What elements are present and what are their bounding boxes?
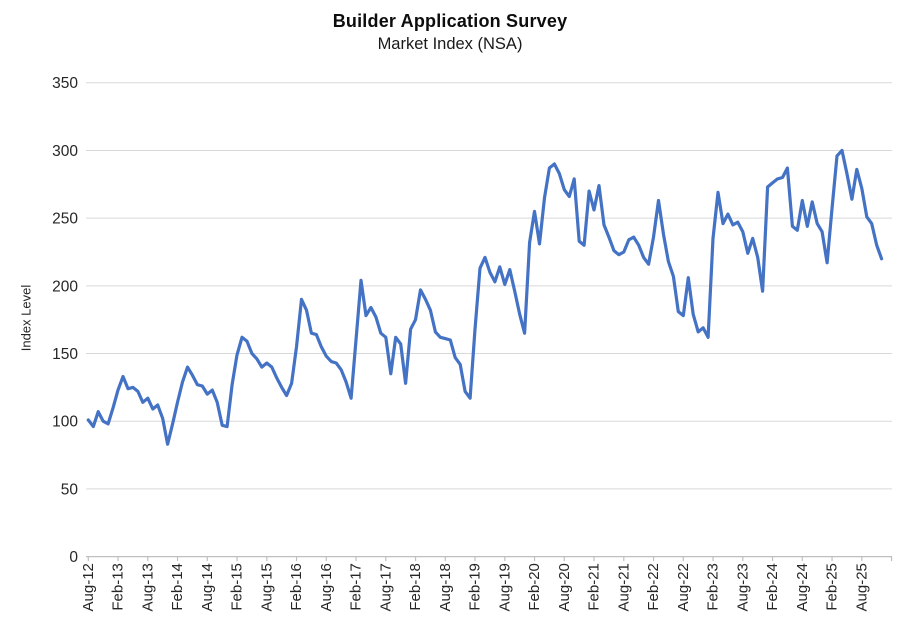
x-axis-tick-label: Aug-17 [377,563,394,611]
x-axis-tick-label: Aug-20 [556,563,573,611]
x-axis-tick-label: Feb-23 [705,563,722,611]
y-axis-tick-label: 50 [61,481,79,498]
y-axis-tick-label: 300 [52,143,78,160]
x-axis-tick-label: Aug-13 [139,563,156,611]
x-axis-tick-label: Aug-15 [258,563,275,611]
x-axis-tick-label: Feb-13 [110,563,127,611]
chart-title: Builder Application Survey [332,11,568,31]
x-axis-tick-label: Feb-22 [645,563,662,611]
y-axis-tick-label: 250 [52,211,78,228]
x-axis-tick-label: Feb-16 [288,563,305,611]
x-axis-tick-label: Aug-25 [853,563,870,611]
x-axis-tick-label: Feb-14 [169,563,186,611]
y-axis-tick-label: 350 [52,75,78,92]
x-axis-tick-label: Aug-12 [80,563,97,611]
y-axis-tick-label: 200 [52,278,78,295]
x-axis-tick-label: Feb-19 [467,563,484,611]
x-axis-tick-label: Aug-16 [318,563,335,611]
x-axis-tick-label: Aug-14 [199,563,216,611]
y-axis-tick-label: 150 [52,346,78,363]
x-axis-tick-label: Aug-18 [437,563,454,611]
y-axis-tick-label: 0 [69,549,78,566]
x-axis-tick-label: Feb-24 [764,563,781,611]
x-axis-tick-label: Feb-25 [824,563,841,611]
index-level-line [86,148,884,446]
x-axis-tick-label: Aug-19 [496,563,513,611]
x-axis-tick-label: Feb-20 [526,563,543,611]
x-axis-tick-label: Feb-21 [586,563,603,611]
x-axis-tick-label: Feb-17 [348,563,365,611]
chart-subtitle: Market Index (NSA) [377,35,523,53]
x-axis-tick-label: Aug-22 [675,563,692,611]
x-axis-tick-label: Feb-15 [229,563,246,611]
x-axis-tick-label: Aug-23 [734,563,751,611]
y-axis-tick-label: 100 [52,414,78,431]
x-axis-tick-label: Aug-21 [615,563,632,611]
x-axis-tick-label: Feb-18 [407,563,424,611]
x-axis-tick-label: Aug-24 [794,563,811,611]
